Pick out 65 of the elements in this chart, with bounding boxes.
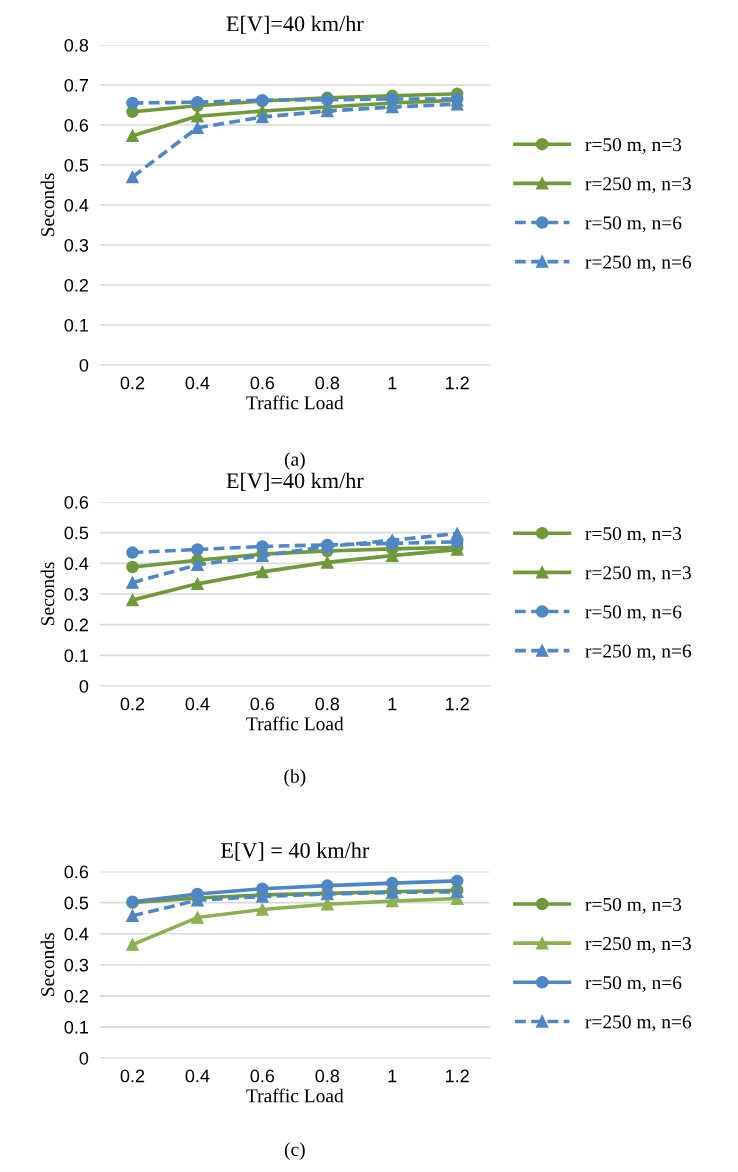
- y-tick-label: 0.4: [64, 927, 89, 941]
- legend-label: r=250 m, n=3: [585, 566, 691, 583]
- y-axis-title: Seconds: [40, 933, 55, 996]
- x-tick-label: 0.4: [185, 376, 210, 390]
- x-tick-label: 0.6: [250, 1069, 275, 1083]
- legend-label: r=250 m, n=6: [585, 255, 692, 272]
- legend-label: r=50 m, n=3: [585, 897, 682, 914]
- legend-label: r=250 m, n=3: [585, 937, 691, 953]
- x-tick-label: 1: [388, 697, 397, 711]
- y-tick-label: 0.2: [64, 989, 88, 1003]
- x-tick-label: 0.2: [120, 376, 145, 390]
- y-tick-label: 0.1: [64, 318, 89, 332]
- legend-label: r=250 m, n=3: [585, 177, 691, 194]
- x-tick-label: 0.2: [120, 1069, 145, 1083]
- legend-label: r=50 m, n=6: [585, 216, 682, 233]
- y-tick-label: 0.3: [64, 958, 89, 972]
- x-tick-label: 1: [388, 376, 397, 390]
- y-tick-label: 0.5: [64, 526, 89, 540]
- x-tick-label: 0.8: [315, 1069, 340, 1083]
- text: (a): [284, 452, 305, 470]
- legend-label: r=50 m, n=6: [585, 976, 682, 993]
- y-tick-label: 0: [79, 1051, 89, 1065]
- y-tick-label: 0: [79, 679, 89, 693]
- x-axis-title: Traffic Load: [246, 1088, 344, 1103]
- y-tick-label: 0.6: [64, 495, 89, 509]
- x-tick-label: 1: [388, 1069, 397, 1083]
- x-tick-label: 1.2: [446, 1069, 469, 1083]
- legend-label: r=50 m, n=6: [585, 605, 682, 622]
- chart-title: E[V]=40 km/hr: [226, 472, 364, 492]
- y-tick-label: 0.6: [64, 118, 89, 132]
- y-tick-label: 0.7: [64, 78, 88, 92]
- y-tick-label: 0.6: [64, 865, 89, 879]
- y-axis-title: Seconds: [40, 173, 55, 237]
- x-axis-title: Traffic Load: [246, 395, 344, 410]
- text: (b): [284, 769, 306, 787]
- y-tick-label: 0.5: [64, 896, 89, 910]
- legend-label: r=250 m, n=6: [585, 1015, 692, 1032]
- x-tick-label: 0.4: [185, 697, 210, 711]
- y-tick-label: 0.4: [64, 557, 89, 571]
- x-tick-label: 0.6: [250, 376, 275, 390]
- y-tick-label: 0.8: [64, 38, 89, 52]
- legend-label: r=50 m, n=3: [585, 527, 682, 543]
- y-tick-label: 0.1: [64, 1020, 89, 1034]
- x-tick-label: 1.2: [446, 697, 469, 711]
- x-tick-label: 0.2: [120, 697, 145, 711]
- y-tick-label: 0: [79, 358, 89, 372]
- y-tick-label: 0.2: [64, 618, 88, 632]
- x-tick-label: 0.8: [315, 697, 340, 711]
- y-tick-label: 0.3: [64, 238, 89, 252]
- x-tick-label: 0.6: [250, 697, 275, 711]
- x-axis-title: Traffic Load: [246, 716, 344, 731]
- y-tick-label: 0.2: [64, 278, 88, 292]
- text: (c): [284, 1142, 305, 1160]
- chart-title: E[V]=40 km/hr: [226, 15, 364, 35]
- y-tick-label: 0.4: [64, 198, 89, 212]
- y-tick-label: 0.3: [64, 587, 89, 601]
- y-tick-label: 0.5: [64, 158, 89, 172]
- y-tick-label: 0.1: [64, 649, 89, 663]
- legend-label: r=250 m, n=6: [585, 644, 692, 661]
- y-axis-title: Seconds: [40, 562, 55, 626]
- x-tick-label: 0.8: [315, 376, 340, 390]
- x-tick-label: 0.4: [185, 1069, 210, 1083]
- legend-label: r=50 m, n=3: [585, 138, 682, 154]
- chart-title: E[V] = 40 km/hr: [221, 842, 370, 861]
- x-tick-label: 1.2: [446, 376, 469, 390]
